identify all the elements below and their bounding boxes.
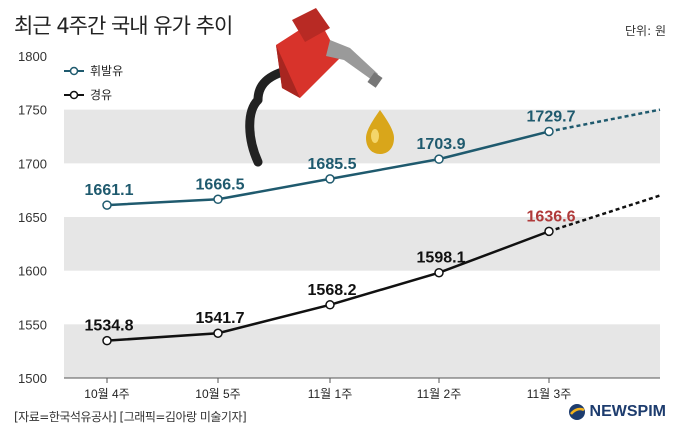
y-tick-label: 1600 — [18, 264, 47, 279]
y-axis: 1500 1550 1600 1650 1700 1750 1800 — [18, 49, 47, 386]
diesel-data-label: 1568.2 — [308, 282, 357, 299]
x-axis: 10월 4주 10월 5주 11월 1주 11월 2주 11월 3주 — [84, 378, 571, 401]
diesel-trend-line — [548, 194, 661, 233]
gasoline-data-label: 1666.5 — [196, 176, 245, 193]
diesel-point — [434, 267, 444, 278]
gasoline-point — [213, 194, 223, 205]
diesel-point — [325, 300, 335, 310]
diesel-point — [213, 328, 223, 338]
grid-band — [64, 217, 660, 271]
grid-band — [64, 324, 660, 378]
globe-icon — [568, 404, 585, 420]
diesel-data-label: 1636.6 — [527, 208, 576, 225]
x-tick-label: 11월 3주 — [527, 387, 572, 401]
diesel-data-label: 1534.8 — [85, 318, 134, 335]
gasoline-trend-line — [548, 108, 661, 133]
y-tick-label: 1500 — [18, 371, 47, 386]
source-credit: [자료=한국석유공사] [그래픽=김아랑 미술기자] — [14, 410, 247, 424]
gasoline-data-label: 1703.9 — [417, 136, 466, 153]
legend-item-gasoline: 휘발유 — [90, 64, 123, 78]
gasoline-data-label: 1685.5 — [308, 156, 357, 173]
y-tick-label: 1800 — [18, 49, 47, 64]
x-tick-label: 11월 2주 — [417, 387, 462, 401]
x-tick-label: 11월 1주 — [308, 387, 353, 401]
diesel-point — [544, 226, 554, 237]
chart-title: 최근 4주간 국내 유가 추이 — [14, 14, 233, 38]
x-tick-label: 10월 4주 — [84, 387, 129, 401]
y-tick-label: 1550 — [18, 317, 47, 332]
gasoline-point — [544, 126, 554, 137]
x-tick-label: 10월 5주 — [195, 387, 240, 401]
gasoline-point — [434, 154, 444, 164]
diesel-data-label: 1541.7 — [196, 310, 245, 327]
diesel-point — [102, 335, 112, 346]
unit-label: 단위: 원 — [625, 24, 666, 38]
gasoline-data-label: 1729.7 — [527, 108, 576, 125]
y-tick-label: 1650 — [18, 210, 47, 225]
y-tick-label: 1700 — [18, 156, 47, 171]
legend: 휘발유 경유 — [64, 64, 123, 102]
logo-text: NEWSPIM — [589, 403, 666, 420]
gasoline-data-label: 1661.1 — [85, 182, 134, 199]
legend-item-diesel: 경유 — [90, 88, 112, 102]
y-tick-label: 1750 — [18, 103, 47, 118]
gasoline-point — [325, 174, 335, 184]
diesel-data-label: 1598.1 — [417, 250, 466, 267]
grid-band — [64, 109, 660, 164]
grid-bands — [64, 109, 660, 378]
fuel-nozzle-icon — [245, 8, 394, 167]
gasoline-point — [102, 200, 112, 210]
newspim-logo: NEWSPIM — [568, 403, 666, 421]
